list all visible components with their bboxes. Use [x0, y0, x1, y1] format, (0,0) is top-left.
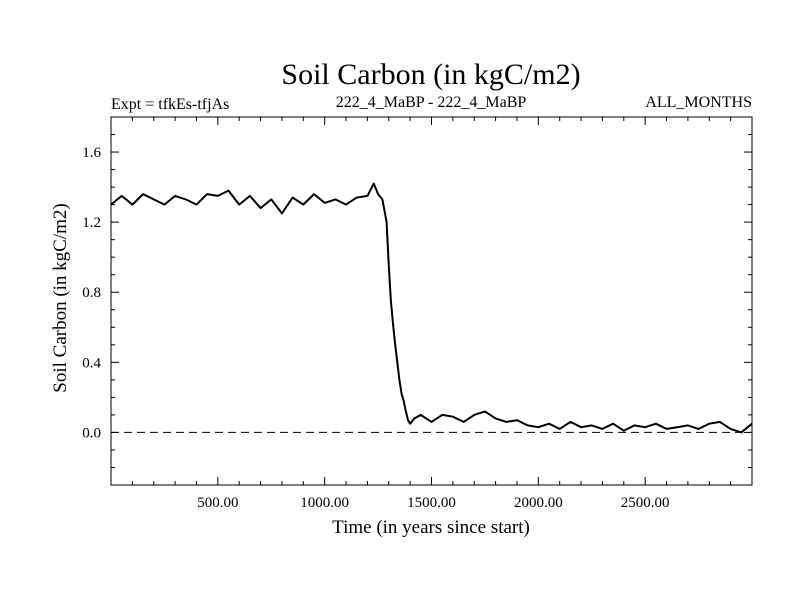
x-tick-label: 1500.00 — [407, 495, 456, 511]
soil-carbon-line — [110, 182, 753, 434]
y-tick-label: 0.4 — [82, 355, 101, 371]
period-label: 222_4_MaBP - 222_4_MaBP — [336, 94, 527, 111]
x-tick-label: 500.00 — [197, 495, 238, 511]
chart-title: Soil Carbon (in kgC/m2) — [281, 58, 580, 91]
y-tick-label: 1.2 — [82, 215, 101, 231]
x-tick-label: 1000.00 — [300, 495, 349, 511]
months-label: ALL_MONTHS — [645, 94, 752, 111]
y-axis-label: Soil Carbon (in kgC/m2) — [50, 203, 71, 392]
x-tick-label: 2500.00 — [621, 495, 670, 511]
y-tick-label: 1.6 — [82, 145, 101, 161]
experiment-label: Expt = tfkEs-tfjAs — [111, 96, 229, 113]
plot-frame — [110, 116, 753, 486]
plot-area: 500.00 1000.00 1500.00 2000.00 2500.00 0.0 0.4… — [82, 116, 753, 511]
y-tick-label: 0.8 — [82, 285, 101, 301]
y-tick-label: 0.0 — [82, 425, 101, 441]
x-axis-label: Time (in years since start) — [332, 517, 530, 538]
x-tick-label: 2000.00 — [514, 495, 563, 511]
